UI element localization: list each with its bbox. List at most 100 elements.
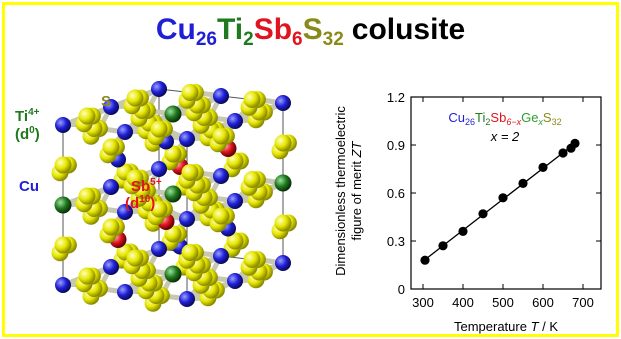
x-tick-label: 400 (452, 295, 474, 310)
ti-atom (274, 174, 292, 192)
y-tick-label: 0.3 (387, 234, 405, 249)
ti-label: Ti4+ (15, 107, 40, 125)
data-point (438, 241, 448, 251)
title-word: colusite (351, 13, 466, 46)
cu-atom (103, 179, 119, 195)
s-atom (54, 236, 72, 254)
s-atom (102, 218, 120, 236)
ti-atom (164, 265, 182, 283)
data-point (518, 178, 528, 188)
formula-s: S (543, 110, 552, 125)
x-tick-label: 700 (572, 295, 594, 310)
s-label: S (101, 94, 111, 110)
formula-ge-sub: x (537, 117, 543, 127)
ti-label-symbol: Ti (15, 108, 29, 125)
ti-atom (164, 105, 182, 123)
atom-set (51, 81, 297, 312)
x-tick-label: 500 (492, 295, 514, 310)
y-tick-label: 0 (398, 282, 405, 297)
title-ti: Ti (216, 13, 244, 46)
svg-text:Cu26Ti2Sb6−xGexS32: Cu26Ti2Sb6−xGexS32 (448, 110, 561, 127)
data-point (570, 138, 580, 148)
formula-sb-sub: 6−x (506, 117, 521, 127)
cu-atom (117, 204, 133, 220)
ti-d-open: (d (15, 126, 30, 143)
s-atom (150, 120, 168, 138)
ti-label-charge: 4+ (28, 107, 40, 118)
data-point (538, 162, 548, 172)
cu-atom (103, 99, 119, 115)
cu-atom (103, 259, 119, 275)
y-axis-title-line1: Dimensionless thermoelectric (333, 106, 348, 276)
sb-label: Sb5+ (131, 178, 162, 195)
data-series (420, 138, 580, 265)
s-atom (243, 91, 261, 108)
s-atom (78, 187, 96, 205)
formula-ge: Ge (521, 110, 538, 125)
x-tick-label: 300 (412, 295, 434, 310)
title-ti-sub: 2 (243, 29, 254, 50)
s-atom (212, 127, 230, 145)
formula-cu-sub: 26 (465, 117, 475, 127)
data-point (458, 226, 468, 236)
s-atom (274, 214, 292, 232)
sb-d-label: (d10) (125, 194, 156, 212)
s-atom (54, 156, 72, 174)
cu-atom (213, 248, 229, 264)
title-cu: Cu (155, 13, 196, 46)
s-atom (126, 169, 144, 187)
crystal-structure-illustration (51, 81, 297, 312)
s-atom (150, 200, 168, 218)
s-atom (243, 171, 261, 188)
x-tick-label: 600 (532, 295, 554, 310)
y-tick-label: 0.9 (387, 138, 405, 153)
data-point (498, 193, 508, 203)
ti-atom (54, 196, 72, 214)
chart-formula: Cu26Ti2Sb6−xGexS32 x = 2 (448, 110, 561, 144)
cu-atom (179, 291, 195, 307)
s-atom (226, 152, 244, 170)
title-sb: Sb (253, 13, 293, 46)
x-ticks: 300 400 500 600 700 (412, 97, 594, 310)
chart-annotation: x = 2 (490, 129, 520, 144)
cu-atom (151, 241, 167, 257)
cu-atom (179, 131, 195, 147)
y-ticks: 0 0.3 0.6 0.9 1.2 (387, 90, 601, 297)
cu-atom (117, 284, 133, 300)
figure-title: Cu26Ti2Sb6S32 colusite (5, 13, 616, 50)
x-axis-title: Temperature T / K (454, 319, 558, 334)
y-axis-title: Dimensionless thermoelectric figure of m… (333, 106, 364, 276)
formula-ti-sub: 2 (485, 117, 490, 127)
s-atom (102, 138, 120, 156)
cu-atom (227, 193, 243, 209)
s-atom (78, 267, 96, 285)
s-atom (181, 84, 199, 101)
s-atom (126, 249, 144, 267)
cu-label: Cu (19, 179, 39, 195)
sb-d-open: (d (125, 195, 140, 212)
cu-atom (55, 117, 71, 133)
cu-atom (151, 161, 167, 177)
cu-atom (275, 95, 291, 111)
fit-line (424, 142, 576, 261)
ti-d-sup: 0 (29, 125, 35, 136)
y-axis-title-line2: figure of merit ZT (349, 140, 364, 240)
ti-atom (164, 185, 182, 203)
cu-atom (213, 168, 229, 184)
title-s: S (302, 13, 323, 46)
cu-atom (213, 88, 229, 104)
s-atom (164, 145, 182, 163)
formula-sb: Sb (490, 110, 506, 125)
sb-d-close: ) (150, 195, 156, 212)
s-atom (181, 244, 199, 261)
formula-ti: Ti (475, 110, 485, 125)
data-point (478, 209, 488, 219)
zt-chart: Dimensionless thermoelectric figure of m… (333, 90, 602, 334)
y-tick-label: 0.6 (387, 186, 405, 201)
sb-d-sup: 10 (139, 194, 151, 205)
cu-atom (117, 124, 133, 140)
s-atom (164, 225, 182, 243)
title-s-sub: 32 (322, 29, 344, 50)
y-tick-label: 1.2 (387, 90, 405, 105)
cu-atom (227, 113, 243, 129)
